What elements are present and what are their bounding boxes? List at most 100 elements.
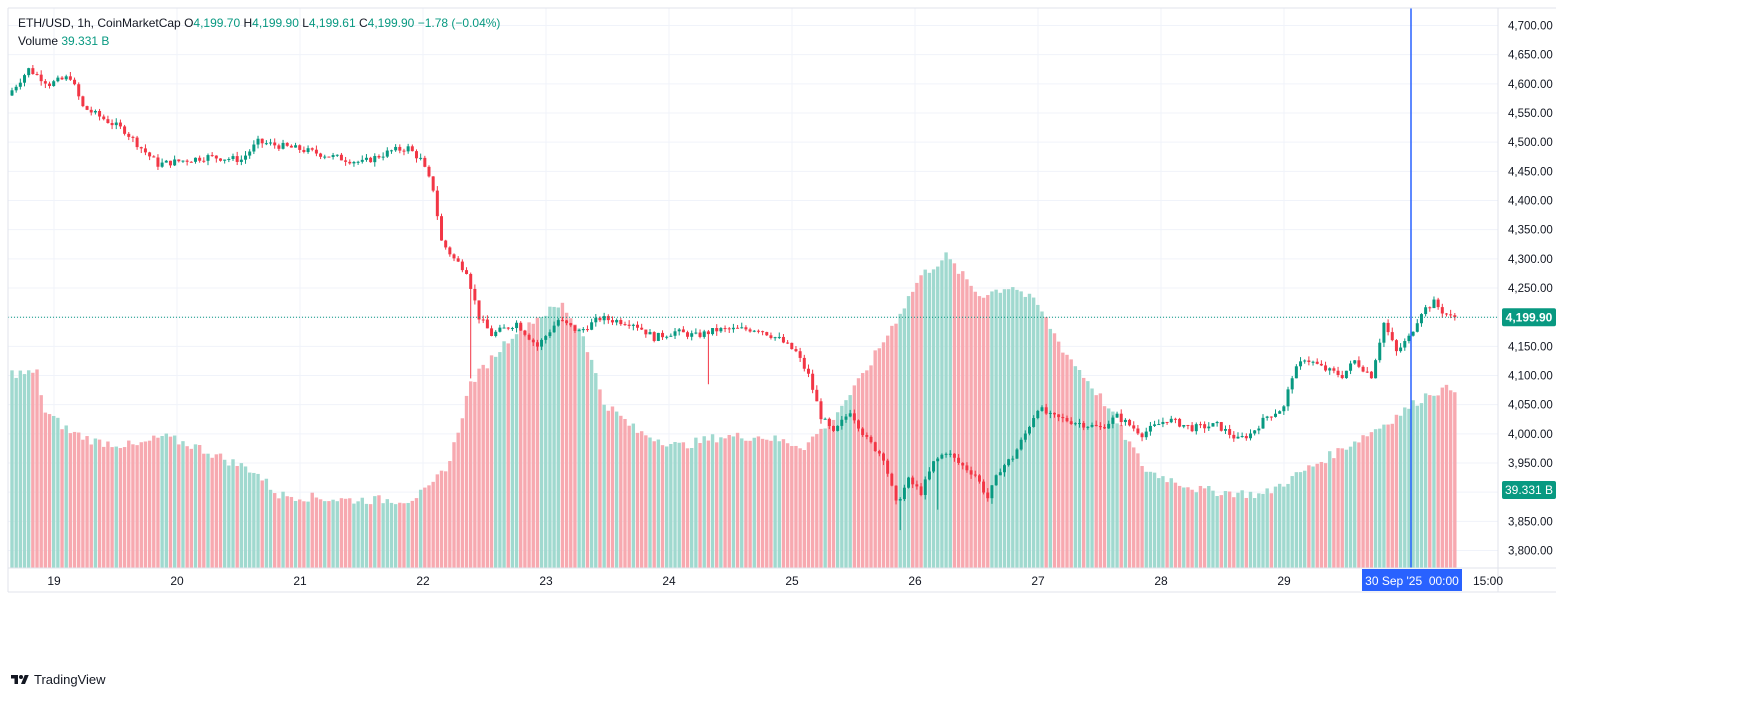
volume-bar <box>1157 478 1161 568</box>
volume-bar <box>735 432 740 568</box>
candle-body <box>932 461 936 472</box>
volume-bar <box>452 442 456 568</box>
volume-bar <box>206 453 210 568</box>
chart-legend: ETH/USD, 1h, CoinMarketCap O4,199.70 H4,… <box>18 14 500 50</box>
candle-body <box>1011 458 1015 460</box>
candle-body <box>923 479 927 495</box>
volume-bar <box>1436 395 1440 568</box>
volume-bar <box>14 377 18 568</box>
volume-label[interactable]: Volume <box>18 34 59 48</box>
volume-bar <box>1357 442 1361 568</box>
candle-body <box>68 76 72 80</box>
volume-bar <box>581 336 585 568</box>
volume-bar <box>1390 423 1394 568</box>
candle-body <box>369 157 373 163</box>
candle-body <box>1349 363 1353 371</box>
volume-bar <box>81 439 85 568</box>
volume-bar <box>1348 446 1353 568</box>
time-tick-label: 24 <box>662 574 676 588</box>
symbol-label[interactable]: ETH/USD, 1h, CoinMarketCap <box>18 16 181 30</box>
volume-bar <box>1111 411 1115 568</box>
volume-bar <box>1065 354 1069 568</box>
candle-body <box>1090 424 1094 427</box>
candle-body <box>89 109 93 113</box>
candle-body <box>510 328 514 330</box>
volume-bar <box>965 279 969 568</box>
volume-bar <box>823 428 827 568</box>
volume-bar <box>969 285 973 568</box>
volume-bar <box>1069 359 1073 568</box>
candle-body <box>761 331 765 333</box>
candle-body <box>636 324 639 328</box>
candle-body <box>465 270 469 274</box>
volume-bar <box>18 370 23 568</box>
candle-body <box>123 126 127 134</box>
candle-body <box>911 477 915 485</box>
candle-body <box>269 142 273 144</box>
price-tick-label: 4,550.00 <box>1508 108 1553 120</box>
volume-bar <box>1232 497 1236 568</box>
candle-body <box>389 150 393 152</box>
volume-bar <box>539 317 544 568</box>
candle-body <box>289 145 293 148</box>
volume-bar <box>139 442 143 568</box>
volume-bar <box>1298 472 1303 568</box>
candle-body <box>1307 360 1311 362</box>
candle-body <box>1032 418 1036 427</box>
candle-body <box>160 162 164 167</box>
candle-body <box>969 470 973 475</box>
volume-bar <box>1202 488 1207 568</box>
candle-body <box>227 158 231 160</box>
volume-bar <box>769 440 773 568</box>
price-tick-label: 4,700.00 <box>1508 21 1553 33</box>
volume-bar <box>68 433 73 568</box>
volume-bar <box>802 450 806 568</box>
volume-bar <box>994 289 998 568</box>
candle-body <box>815 389 819 402</box>
volume-bar <box>1107 408 1111 568</box>
candle-body <box>1357 360 1361 367</box>
candle-body <box>481 319 485 321</box>
candle-body <box>681 329 685 333</box>
candle-body <box>673 331 677 336</box>
close-value: 4,199.90 <box>367 16 415 30</box>
candle-body <box>581 329 585 331</box>
candle-body <box>64 76 68 80</box>
volume-bar <box>589 359 594 568</box>
candle-body <box>1386 322 1390 333</box>
volume-bar <box>748 440 752 568</box>
candle-body <box>560 320 564 322</box>
volume-bar <box>147 440 152 568</box>
volume-bar <box>1378 428 1382 568</box>
candle-body <box>1157 424 1161 426</box>
candle-body <box>1082 423 1086 428</box>
volume-bar <box>1344 449 1349 568</box>
candle-body <box>302 149 306 152</box>
volume-bar <box>64 425 68 568</box>
candle-body <box>802 357 806 369</box>
volume-bar <box>860 373 865 568</box>
candle-body <box>410 146 414 152</box>
volume-bar <box>956 273 961 568</box>
candle-body <box>606 316 610 321</box>
volume-bar <box>1006 289 1011 568</box>
candle-body <box>1282 406 1286 412</box>
candle-body <box>281 142 285 149</box>
volume-bar <box>1207 485 1211 568</box>
volume-bar <box>1015 289 1019 568</box>
candle-body <box>48 83 52 87</box>
volume-bar <box>277 498 281 568</box>
candle-body <box>715 328 719 332</box>
tradingview-branding[interactable]: TradingView <box>10 672 106 687</box>
candle-body <box>644 329 648 335</box>
volume-bar <box>402 503 406 568</box>
volume-bar <box>1373 429 1378 568</box>
candle-body <box>244 155 248 160</box>
volume-bar <box>448 461 452 568</box>
volume-bar <box>777 441 781 568</box>
candle-body <box>515 322 519 329</box>
volume-bar <box>218 453 223 568</box>
candle-body <box>852 413 856 421</box>
